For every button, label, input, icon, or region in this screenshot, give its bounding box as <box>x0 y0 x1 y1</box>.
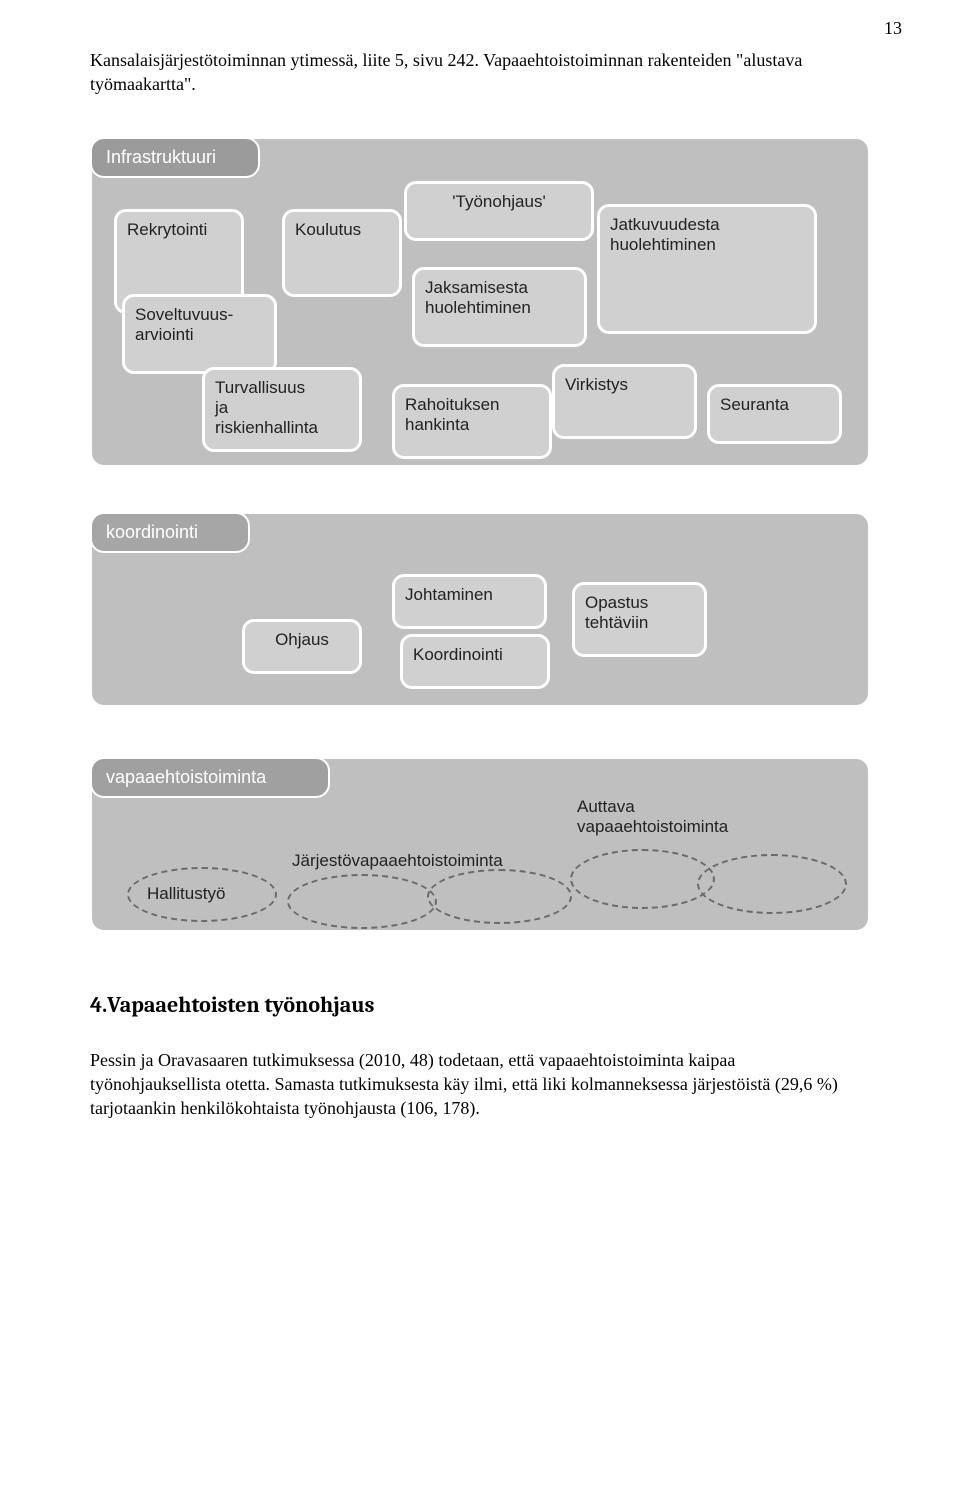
block-infrastruktuuri: Infrastruktuuri Rekrytointi Soveltuvuus-… <box>90 137 870 467</box>
node-label: arviointi <box>135 325 264 345</box>
node-seuranta: Seuranta <box>707 384 842 444</box>
label-jarjestovapaaehtoistoiminta: Järjestövapaaehtoistoiminta <box>292 851 503 871</box>
block-koordinointi: koordinointi Ohjaus Johtaminen Koordinoi… <box>90 512 870 707</box>
node-label: huolehtiminen <box>610 235 804 255</box>
tab-vapaaehtoistoiminta: vapaaehtoistoiminta <box>90 757 330 798</box>
node-label: Ohjaus <box>255 630 349 650</box>
node-label: Koordinointi <box>413 645 537 665</box>
block-vapaaehtoistoiminta: vapaaehtoistoiminta Auttava vapaaehtoist… <box>90 757 870 932</box>
node-koordinointi-inner: Koordinointi <box>400 634 550 689</box>
label-line: Auttava <box>577 797 635 816</box>
node-label: ja <box>215 398 349 418</box>
node-label: hankinta <box>405 415 539 435</box>
body-paragraph: Pessin ja Oravasaaren tutkimuksessa (201… <box>90 1048 870 1121</box>
node-label: Seuranta <box>720 395 829 415</box>
node-turvallisuus-riskienhallinta: Turvallisuus ja riskienhallinta <box>202 367 362 452</box>
node-label: Soveltuvuus- <box>135 305 264 325</box>
node-soveltuvuusarviointi: Soveltuvuus- arviointi <box>122 294 277 374</box>
node-ohjaus: Ohjaus <box>242 619 362 674</box>
node-label: Rahoituksen <box>405 395 539 415</box>
node-label: Jatkuvuudesta <box>610 215 804 235</box>
node-rahoituksen-hankinta: Rahoituksen hankinta <box>392 384 552 459</box>
node-koulutus: Koulutus <box>282 209 402 297</box>
ellipse-4 <box>570 849 715 909</box>
node-label: Rekrytointi <box>127 220 231 240</box>
node-opastus-tehtaviin: Opastus tehtäviin <box>572 582 707 657</box>
node-label: Johtaminen <box>405 585 534 605</box>
section-heading: 4.Vapaaehtoisten työnohjaus <box>90 992 870 1018</box>
node-jatkuvuudesta-huolehtiminen: Jatkuvuudesta huolehtiminen <box>597 204 817 334</box>
node-label: huolehtiminen <box>425 298 574 318</box>
diagram: Infrastruktuuri Rekrytointi Soveltuvuus-… <box>90 137 870 932</box>
node-label: Jaksamisesta <box>425 278 574 298</box>
node-virkistys: Virkistys <box>552 364 697 439</box>
node-label: tehtäviin <box>585 613 694 633</box>
ellipse-3 <box>427 869 572 924</box>
node-jaksamisesta-huolehtiminen: Jaksamisesta huolehtiminen <box>412 267 587 347</box>
page: 13 Kansalaisjärjestötoiminnan ytimessä, … <box>0 0 960 1178</box>
node-tyonohjaus: 'Työnohjaus' <box>404 181 594 241</box>
node-label: riskienhallinta <box>215 418 349 438</box>
node-label: Virkistys <box>565 375 684 395</box>
node-johtaminen: Johtaminen <box>392 574 547 629</box>
ellipse-5 <box>697 854 847 914</box>
node-label: Koulutus <box>295 220 389 240</box>
tab-infrastruktuuri: Infrastruktuuri <box>90 137 260 178</box>
label-line: vapaaehtoistoiminta <box>577 817 728 836</box>
node-label: Turvallisuus <box>215 378 349 398</box>
tab-koordinointi: koordinointi <box>90 512 250 553</box>
page-number: 13 <box>884 18 902 39</box>
label-hallitustyo: Hallitustyö <box>147 884 225 904</box>
intro-text: Kansalaisjärjestötoiminnan ytimessä, lii… <box>90 48 870 97</box>
node-label: 'Työnohjaus' <box>417 192 581 212</box>
label-auttava: Auttava vapaaehtoistoiminta <box>577 797 728 838</box>
ellipse-2 <box>287 874 437 929</box>
node-label: Opastus <box>585 593 694 613</box>
